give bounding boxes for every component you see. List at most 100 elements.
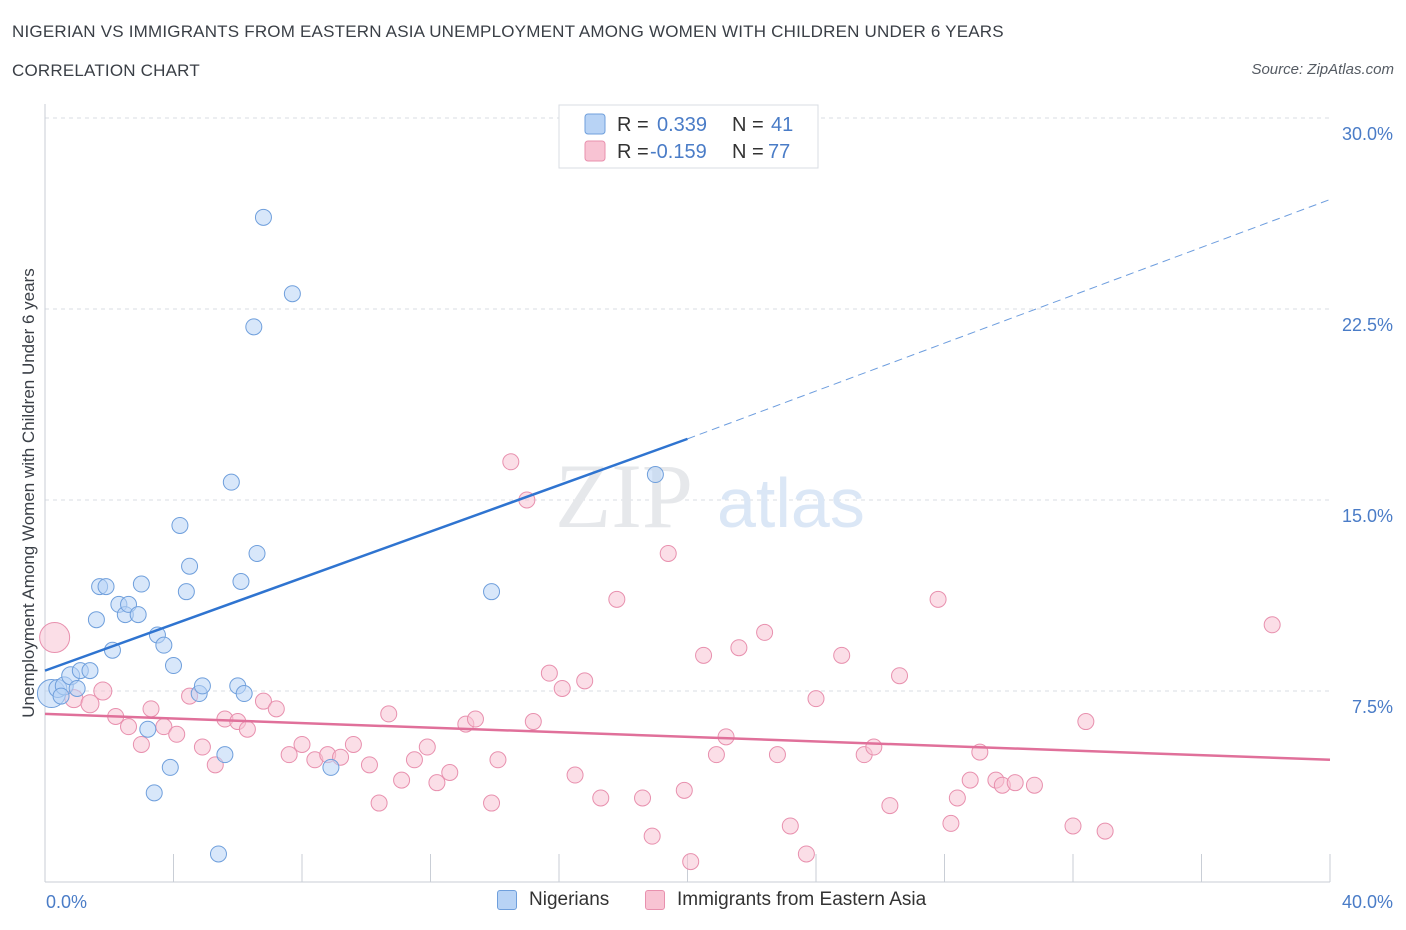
- nigerians-point-22: [177, 583, 195, 601]
- nigerians-point-16: [145, 784, 163, 802]
- series-nigerians-points: [36, 208, 664, 863]
- eastasia-point-29: [418, 738, 436, 756]
- eastasia-point-28: [405, 751, 423, 769]
- eastasia-point-42: [576, 672, 594, 690]
- series-eastern-asia-points: [39, 453, 1281, 871]
- eastasia-point-55: [768, 746, 786, 764]
- legend-swatch-nigerians: [497, 890, 517, 910]
- legend-label-nigerians: Nigerians: [529, 889, 610, 910]
- eastasia-point-46: [643, 827, 661, 845]
- eastasia-point-47: [659, 544, 677, 562]
- eastasia-point-54: [756, 623, 774, 641]
- eastasia-point-5: [120, 718, 138, 736]
- nigerians-point-14: [132, 575, 150, 593]
- eastasia-point-41: [566, 766, 584, 784]
- eastasia-point-40: [553, 679, 571, 697]
- eastasia-point-34: [483, 794, 501, 812]
- legend-item-eastasia: Immigrants from Eastern Asia: [645, 889, 926, 911]
- nigerians-point-33: [248, 544, 266, 562]
- nigerians-point-37: [483, 583, 501, 601]
- nigerians-point-32: [245, 318, 263, 336]
- nigerians-point-27: [216, 746, 234, 764]
- eastasia-point-62: [881, 797, 899, 815]
- eastasia-point-48: [675, 781, 693, 799]
- eastasia-point-23: [344, 735, 362, 753]
- eastasia-point-61: [865, 738, 883, 756]
- eastasia-point-26: [380, 705, 398, 723]
- chart-subtitle: CORRELATION CHART: [12, 61, 200, 80]
- x-tick-label-0: 0.0%: [46, 892, 87, 912]
- bottom-legend: Nigerians Immigrants from Eastern Asia: [0, 889, 1406, 917]
- eastasia-point-18: [280, 746, 298, 764]
- nigerians-point-31: [235, 685, 253, 703]
- eastasia-point-44: [608, 590, 626, 608]
- y-tick-label-0: 7.5%: [1352, 697, 1393, 717]
- nigerians-point-19: [161, 758, 179, 776]
- eastasia-point-9: [168, 725, 186, 743]
- y-tick-label-2: 22.5%: [1342, 315, 1393, 335]
- eastasia-point-17: [267, 700, 285, 718]
- nigerians-point-23: [181, 557, 199, 575]
- nigerians-point-13: [129, 606, 147, 624]
- eastasia-point-36: [502, 453, 520, 471]
- eastasia-point-73: [1064, 817, 1082, 835]
- eastasia-point-51: [707, 746, 725, 764]
- n-value-nigerians: 41: [771, 114, 793, 136]
- eastasia-point-75: [1096, 822, 1114, 840]
- n-label-2: N =: [732, 141, 764, 163]
- eastasia-point-2: [80, 694, 100, 714]
- eastasia-point-74: [1077, 713, 1095, 731]
- nigerians-trend-extension: [687, 199, 1331, 440]
- eastasia-point-7: [142, 700, 160, 718]
- source-credit: Source: ZipAtlas.com: [1251, 61, 1394, 78]
- nigerians-point-39: [68, 679, 86, 697]
- eastasia-point-72: [1025, 776, 1043, 794]
- n-label-1: N =: [732, 114, 764, 136]
- eastasia-point-49: [682, 853, 700, 871]
- eastasia-point-63: [891, 667, 909, 685]
- nigerians-point-34: [254, 208, 272, 226]
- nigerians-point-30: [232, 572, 250, 590]
- eastasia-point-6: [132, 735, 150, 753]
- watermark: ZIP atlas: [555, 445, 865, 547]
- eastasia-point-59: [833, 646, 851, 664]
- eastasia-point-76: [1263, 616, 1281, 634]
- legend-item-nigerians: Nigerians: [497, 889, 609, 911]
- nigerians-point-26: [209, 845, 227, 863]
- nigerians-point-40: [52, 687, 70, 705]
- eastasia-point-25: [370, 794, 388, 812]
- eastasia-point-56: [781, 817, 799, 835]
- nigerians-point-36: [322, 758, 340, 776]
- eastasia-point-38: [524, 713, 542, 731]
- nigerians-point-5: [81, 662, 99, 680]
- nigerians-point-21: [171, 516, 189, 534]
- eastasia-point-53: [730, 639, 748, 657]
- eastasia-point-39: [540, 664, 558, 682]
- legend-swatch-eastasia: [645, 890, 665, 910]
- eastasia-point-11: [193, 738, 211, 756]
- gridlines: [45, 117, 1330, 692]
- r-label-1: R =: [617, 114, 649, 136]
- n-value-eastasia: 77: [768, 141, 790, 163]
- eastasia-point-65: [942, 814, 960, 832]
- legend-label-eastasia: Immigrants from Eastern Asia: [677, 889, 927, 910]
- y-tick-label-1: 15.0%: [1342, 506, 1393, 526]
- nigerians-point-35: [283, 285, 301, 303]
- y-tick-label-3: 30.0%: [1342, 124, 1393, 144]
- eastasia-point-43: [592, 789, 610, 807]
- r-value-nigerians: 0.339: [657, 114, 707, 136]
- eastasia-point-19: [293, 735, 311, 753]
- watermark-atlas: atlas: [717, 464, 865, 542]
- eastasia-point-50: [695, 646, 713, 664]
- eastasia-point-45: [634, 789, 652, 807]
- eastasia-point-33: [466, 710, 484, 728]
- nigerians-point-28: [222, 473, 240, 491]
- nigerians-point-6: [87, 611, 105, 629]
- nigerians-point-8: [97, 578, 115, 596]
- eastasia-point-71: [1006, 774, 1024, 792]
- eastasia-point-30: [428, 774, 446, 792]
- eastasia-point-3: [93, 681, 113, 701]
- eastasia-point-66: [948, 789, 966, 807]
- nigerians-point-20: [165, 657, 182, 675]
- eastasia-trend-line: [44, 712, 1331, 762]
